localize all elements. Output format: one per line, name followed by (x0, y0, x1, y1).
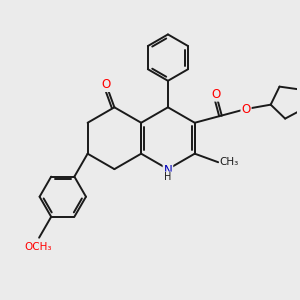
Text: O: O (242, 103, 251, 116)
Text: H: H (164, 172, 172, 182)
Text: N: N (164, 164, 172, 177)
Text: O: O (212, 88, 220, 101)
Text: CH₃: CH₃ (220, 157, 239, 167)
Text: O: O (101, 78, 111, 91)
Text: OCH₃: OCH₃ (24, 242, 51, 251)
